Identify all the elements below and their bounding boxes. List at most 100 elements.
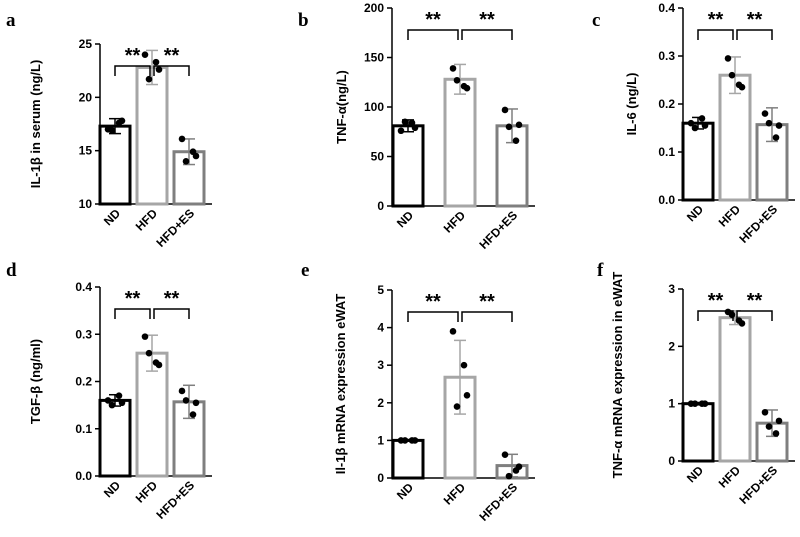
y-tick-label: 200 xyxy=(364,1,384,15)
data-point xyxy=(463,391,471,399)
data-point xyxy=(501,106,509,114)
y-tick-label: 1 xyxy=(668,397,675,411)
y-tick-label: 0.1 xyxy=(75,422,92,436)
significance-label: ** xyxy=(125,288,141,310)
y-axis-label: TNF-α mRNA expression in eWAT xyxy=(610,272,625,479)
bar xyxy=(391,438,425,480)
y-tick-label: 0.4 xyxy=(75,280,92,294)
y-tick-label: 3 xyxy=(377,358,384,372)
significance-label: ** xyxy=(747,290,763,312)
significance-label: ** xyxy=(747,9,763,31)
data-point xyxy=(192,152,200,160)
data-point xyxy=(728,71,736,79)
panel-letter: f xyxy=(597,260,604,281)
y-tick-label: 10 xyxy=(79,197,93,211)
y-tick-label: 0.4 xyxy=(658,1,675,15)
category-label: HFD xyxy=(441,208,469,236)
y-tick-label: 0.2 xyxy=(658,97,675,111)
data-point xyxy=(691,124,699,132)
data-point xyxy=(141,51,149,58)
category-label: HFD xyxy=(133,478,161,506)
y-tick-label: 0.1 xyxy=(658,145,675,159)
data-point xyxy=(701,400,709,407)
data-point xyxy=(118,117,126,125)
category-label: HFD xyxy=(133,206,161,234)
data-point xyxy=(449,65,457,72)
data-point xyxy=(449,328,457,335)
data-point xyxy=(724,55,732,62)
chart-panel-d: d 0.0 0.1 0.2 0.3 0.4 TGF-β (ng/ml) ND HFDHFD+ES… xyxy=(6,260,212,522)
y-axis-label: IL-6 (ng/L) xyxy=(624,73,639,136)
data-point xyxy=(761,408,769,416)
y-tick-label: 15 xyxy=(79,144,93,158)
panel-letter: d xyxy=(6,260,17,281)
data-point xyxy=(698,115,706,122)
category-label: HFD+ES xyxy=(154,206,198,250)
significance-bracket xyxy=(736,310,773,321)
significance-bracket xyxy=(697,310,734,321)
data-point xyxy=(728,311,736,319)
y-tick-label: 20 xyxy=(79,90,93,104)
data-point xyxy=(460,361,468,369)
chart-panel-e: e 0 1 2 3 4 5 Il-1β mRNA expression eWAT ND HFD HF… xyxy=(301,260,535,524)
significance-label: ** xyxy=(164,45,180,67)
data-point xyxy=(411,124,419,132)
data-point xyxy=(108,401,116,409)
bar xyxy=(443,77,477,208)
bar xyxy=(391,124,425,208)
data-point xyxy=(401,437,409,444)
data-point xyxy=(691,400,699,407)
significance-bracket xyxy=(114,308,151,319)
y-tick-label: 0.0 xyxy=(658,193,675,207)
data-point xyxy=(141,333,149,340)
chart-panel-f: f 0 1 2 3 TNF-α mRNA expression in eWAT ND HFDH… xyxy=(597,260,795,507)
y-tick-label: 25 xyxy=(79,37,93,51)
significance-bracket xyxy=(736,29,773,40)
chart-panel-a: a 10 15 20 25 IL-1β in serum (ng/L) ND HFDHFD+E… xyxy=(6,10,212,250)
data-point xyxy=(772,430,780,437)
significance-bracket xyxy=(153,308,190,319)
bar xyxy=(98,124,132,206)
data-point xyxy=(505,472,513,480)
data-point xyxy=(189,411,197,418)
data-point xyxy=(401,118,409,126)
data-point xyxy=(115,392,123,399)
significance-label: ** xyxy=(479,9,495,31)
significance-bracket xyxy=(697,29,734,40)
significance-bracket xyxy=(461,29,513,40)
data-point xyxy=(155,66,163,73)
data-point xyxy=(108,127,116,134)
data-point xyxy=(182,397,190,404)
category-label: ND xyxy=(394,480,416,502)
y-tick-label: 1 xyxy=(377,433,384,447)
category-label: HFD+ES xyxy=(154,478,198,522)
significance-label: ** xyxy=(425,291,441,313)
y-tick-label: 4 xyxy=(377,321,384,335)
y-axis-label: TGF-β (ng/ml) xyxy=(28,339,43,424)
significance-bracket xyxy=(407,29,459,40)
bar xyxy=(718,316,752,463)
significance-label: ** xyxy=(164,288,180,310)
significance-label: ** xyxy=(479,291,495,313)
significance-bracket xyxy=(114,65,151,76)
significance-bracket xyxy=(407,311,459,322)
category-label: ND xyxy=(101,478,123,500)
significance-label: ** xyxy=(125,45,141,67)
data-point xyxy=(411,437,419,444)
data-point xyxy=(701,122,709,129)
category-label: HFD+ES xyxy=(477,208,521,252)
category-label: HFD+ES xyxy=(737,202,781,246)
y-axis-label: TNF-α(ng/L) xyxy=(334,70,349,144)
panel-letter: a xyxy=(6,10,16,31)
data-point xyxy=(505,123,513,131)
bar xyxy=(681,121,715,202)
data-point xyxy=(155,361,163,369)
panel-letter: e xyxy=(301,260,309,281)
data-point xyxy=(775,417,783,425)
data-point xyxy=(765,423,773,430)
y-tick-label: 0.3 xyxy=(658,49,675,63)
data-point xyxy=(453,403,461,410)
data-point xyxy=(397,127,405,135)
data-point xyxy=(182,158,190,165)
